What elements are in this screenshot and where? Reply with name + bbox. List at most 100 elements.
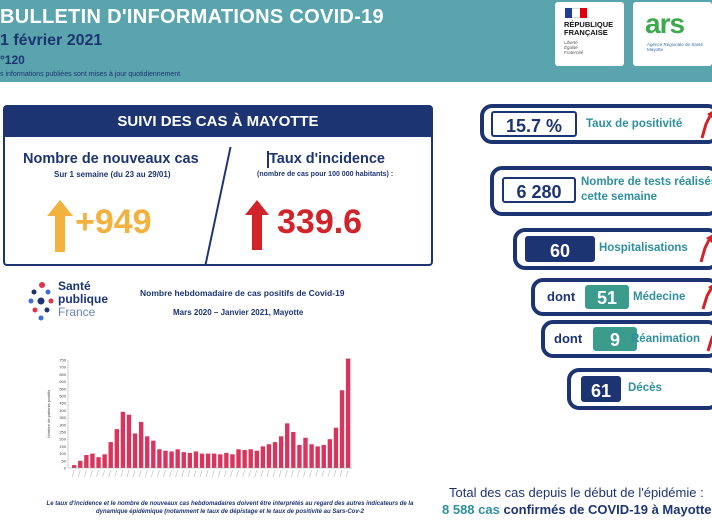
x-tick-mark: [144, 469, 148, 478]
bar: [96, 457, 101, 468]
x-tick-mark: [181, 469, 185, 478]
medecine-card: dont 51 Médecine: [531, 278, 712, 316]
french-flag-icon: [565, 8, 587, 18]
x-tick-mark: [163, 469, 166, 478]
cases-panel-header: SUIVI DES CAS À MAYOTTE: [5, 107, 431, 137]
x-tick-mark: [84, 469, 87, 478]
bar: [303, 437, 308, 468]
y-tick-label: 450: [59, 401, 66, 406]
x-tick-mark: [291, 469, 294, 478]
bar: [309, 444, 314, 468]
bar: [72, 465, 77, 468]
y-tick-label: 400: [59, 408, 66, 413]
x-tick-mark: [333, 469, 337, 478]
bar: [297, 444, 302, 468]
y-tick-label: 0: [64, 466, 67, 471]
hospitalisations-label: Hospitalisations: [599, 242, 688, 254]
x-tick-mark: [205, 469, 209, 478]
bar: [102, 454, 107, 468]
positivity-card: 15.7 % Taux de positivité: [480, 104, 712, 144]
medecine-value: 51: [585, 285, 629, 309]
trend-up-arrow-icon: [699, 234, 712, 263]
republique-motto: Liberté Égalité Fraternité: [564, 40, 584, 55]
x-tick-mark: [120, 469, 124, 478]
total-cases-line1: Total des cas depuis le début de l'épidé…: [449, 485, 704, 500]
x-tick-mark: [272, 469, 276, 478]
y-tick-label: 350: [59, 415, 66, 420]
text-cursor: [267, 151, 269, 168]
bulletin-title: BULLETIN D'INFORMATIONS COVID-19: [0, 6, 384, 28]
positivity-label: Taux de positivité: [586, 118, 683, 130]
x-tick-mark: [157, 469, 160, 478]
sante-publique-france-logo: Santé publique France: [28, 280, 128, 324]
tests-card: 6 280 Nombre de tests réalisés cette sem…: [490, 166, 712, 216]
x-tick-mark: [230, 469, 233, 478]
x-tick-mark: [132, 469, 136, 478]
x-tick-mark: [217, 469, 221, 478]
x-tick-mark: [260, 469, 264, 478]
ars-subtitle: Agence Régionale de Santé Mayotte: [647, 42, 704, 52]
bulletin-note: s informations publiées sont mises à jou…: [0, 71, 181, 78]
y-tick-label: 100: [59, 451, 66, 456]
ars-mark: ars: [645, 8, 685, 39]
bar: [266, 444, 272, 468]
x-tick-mark: [315, 469, 318, 478]
bar: [236, 449, 241, 468]
bar: [169, 451, 174, 468]
x-tick-mark: [345, 469, 349, 478]
total-cases-line2: 8 588 cas confirmés de COVID-19 à Mayott…: [442, 502, 712, 517]
bar: [132, 433, 138, 468]
tests-label-line1: Nombre de tests réalisés: [581, 176, 712, 188]
x-tick-mark: [193, 469, 197, 478]
bar: [120, 411, 126, 468]
republique-francaise-logo: RÉPUBLIQUE FRANÇAISE Liberté Égalité Fra…: [555, 2, 624, 66]
hospitalisations-value: 60: [525, 236, 595, 262]
y-tick-label: 550: [59, 386, 66, 391]
bar: [187, 452, 193, 468]
bar: [84, 455, 89, 468]
y-axis-label: Nombre de patients positifs: [46, 390, 51, 438]
cases-divider: [204, 147, 232, 265]
x-tick-mark: [90, 469, 93, 478]
reanimation-prefix: dont: [554, 331, 583, 346]
bar: [272, 442, 278, 468]
x-tick-mark: [126, 469, 130, 478]
bar: [315, 446, 320, 468]
y-tick-label: 200: [59, 437, 66, 442]
x-tick-mark: [175, 469, 178, 478]
bar: [224, 452, 229, 468]
cases-panel: SUIVI DES CAS À MAYOTTE Nombre de nouvea…: [3, 105, 433, 266]
chart-footnote: Le taux d'incidence et le nombre de nouv…: [46, 501, 414, 515]
x-tick-mark: [339, 469, 343, 478]
x-tick-mark: [187, 469, 191, 478]
reanimation-card: dont 9 Réanimation: [541, 320, 712, 358]
deces-card: 61 Décès: [567, 368, 712, 410]
x-tick-mark: [77, 469, 81, 478]
y-tick-label: 300: [59, 422, 66, 427]
x-tick-mark: [199, 469, 203, 478]
bar: [254, 450, 259, 468]
chart-title: Nombre hebdomadaire de cas positifs de C…: [140, 288, 345, 298]
bar: [108, 442, 113, 468]
reanimation-label: Réanimation: [631, 333, 701, 345]
up-arrow-icon: [245, 200, 269, 250]
bulletin-number: °120: [0, 53, 25, 67]
bar: [230, 454, 235, 468]
trend-up-arrow-icon: [706, 334, 712, 352]
bar: [260, 446, 266, 468]
bar: [126, 414, 132, 468]
bar: [175, 449, 180, 468]
new-cases-label: Nombre de nouveaux cas: [23, 151, 199, 167]
total-cases-mid: confirmés de COVID-19 à: [503, 502, 659, 517]
bar: [248, 449, 253, 468]
positivity-value: 15.7 %: [491, 111, 577, 137]
bar: [205, 453, 211, 468]
x-tick-mark: [297, 469, 300, 478]
deces-value: 61: [581, 376, 621, 402]
up-arrow-icon: [47, 200, 73, 252]
bar: [285, 423, 290, 468]
bar: [212, 453, 217, 468]
bar: [151, 440, 156, 468]
x-tick-mark: [284, 469, 288, 478]
